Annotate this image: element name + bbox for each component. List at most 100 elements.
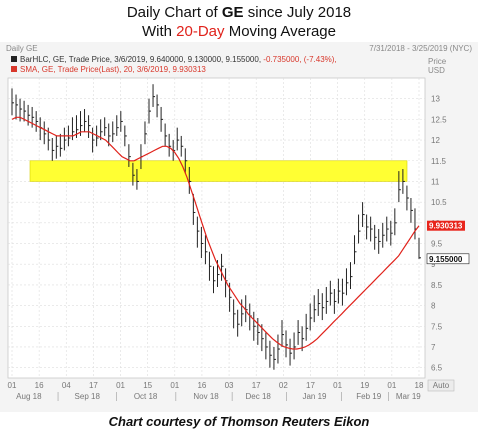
x-day-tick: 01 (170, 381, 179, 390)
price-axis-title: Price (428, 57, 447, 66)
price-bar (406, 185, 409, 211)
last-value-labels: 9.930313 9.155000 (426, 220, 470, 265)
ticker-symbol: GE (221, 4, 244, 21)
y-tick-label: 9 (431, 260, 436, 269)
chart-header-left: Daily GE (6, 44, 38, 53)
x-day-tick: 04 (62, 381, 71, 390)
price-bar (285, 330, 289, 358)
price-bar (164, 123, 168, 147)
price-bar (160, 106, 164, 132)
price-bar (273, 346, 276, 370)
price-bar (317, 289, 321, 316)
price-bar (132, 162, 135, 186)
price-bar (180, 135, 184, 157)
price-bar (204, 235, 208, 265)
price-bar (241, 299, 244, 327)
price-bar (23, 100, 27, 122)
x-day-tick: 17 (306, 381, 315, 390)
price-bar (88, 115, 91, 138)
price-chart[interactable]: Daily GE 7/31/2018 - 3/25/2019 (NYC) Pri… (0, 42, 478, 412)
price-bar (386, 216, 389, 242)
price-bar (168, 133, 172, 157)
chart-title-line-1: Daily Chart of GE since July 2018 (126, 4, 352, 21)
price-bar (366, 214, 369, 240)
price-bar (124, 125, 127, 147)
y-tick-label: 7 (431, 343, 436, 352)
price-bar (100, 119, 103, 141)
price-bar (136, 169, 139, 190)
price-bar (325, 286, 329, 314)
price-bar (116, 115, 119, 136)
moving-average-period: 20-Day (176, 23, 225, 40)
x-day-tick: 03 (225, 381, 234, 390)
price-bar (253, 311, 256, 341)
price-bar (233, 299, 236, 329)
chart-grid (7, 77, 426, 379)
x-month-label: Mar 19 (396, 392, 421, 401)
price-bar (112, 121, 115, 143)
x-day-tick: 01 (116, 381, 125, 390)
price-bar (144, 121, 147, 145)
price-bars (11, 84, 421, 370)
price-bar (345, 268, 349, 296)
auto-scale-button[interactable] (427, 379, 455, 392)
price-bar (196, 216, 200, 248)
x-day-tick: 18 (415, 381, 424, 390)
svg-text:9.930313: 9.930313 (429, 222, 463, 231)
x-day-tick: 17 (89, 381, 98, 390)
price-bar (152, 84, 156, 107)
x-day-tick: 01 (387, 381, 396, 390)
x-month-label: Nov 18 (193, 392, 219, 401)
price-bar (84, 109, 87, 132)
price-bar (333, 289, 337, 314)
price-bar (27, 104, 31, 126)
price-bar (237, 309, 240, 337)
price-bar (358, 214, 361, 244)
y-tick-label: 13 (431, 95, 440, 104)
price-bar (43, 121, 47, 145)
price-bar (35, 111, 39, 132)
x-day-tick: 01 (333, 381, 342, 390)
price-bar (382, 222, 385, 248)
price-bar (297, 320, 301, 345)
bar-legend-icon (11, 56, 17, 62)
price-bar (55, 135, 59, 159)
x-month-label: Aug 18 (16, 392, 42, 401)
price-bar (128, 144, 131, 167)
price-bar (410, 198, 413, 223)
price-bar (390, 220, 393, 246)
y-tick-label: 8.5 (431, 281, 443, 290)
price-bar (221, 253, 224, 281)
price-bar (293, 332, 297, 360)
price-bar (329, 280, 333, 306)
y-tick-label: 10.5 (431, 198, 447, 207)
price-bar (212, 266, 216, 294)
price-bar (51, 138, 55, 161)
price-bar (418, 237, 421, 259)
price-bar (378, 229, 381, 254)
x-day-tick: 17 (252, 381, 261, 390)
plot-area (7, 77, 426, 379)
price-bar (398, 171, 401, 203)
price-bar (341, 278, 345, 306)
bar-legend: BarHLC, GE, Trade Price, 3/6/2019, 9.640… (20, 55, 337, 64)
price-bar (120, 111, 123, 132)
price-bar (104, 117, 107, 136)
price-bar (63, 127, 67, 151)
x-month-label: Jan 19 (302, 392, 327, 401)
svg-text:9.155000: 9.155000 (429, 255, 463, 264)
chart-title-line-2: With 20-Day Moving Average (142, 23, 336, 40)
sma-legend: SMA, GE, Trade Price(Last), 20, 3/6/2019… (20, 65, 206, 74)
price-bar (394, 208, 397, 236)
chart-footer: Chart courtesy of Thomson Reuters Eikon (108, 414, 370, 429)
y-tick-label: 12 (431, 136, 440, 145)
price-bar (257, 318, 260, 345)
y-tick-label: 11 (431, 177, 440, 186)
price-bar (156, 94, 160, 118)
price-bar (354, 235, 357, 265)
currency-label: USD (428, 66, 445, 75)
price-bar (265, 332, 268, 360)
y-tick-label: 6.5 (431, 364, 443, 373)
price-bar (200, 226, 204, 258)
